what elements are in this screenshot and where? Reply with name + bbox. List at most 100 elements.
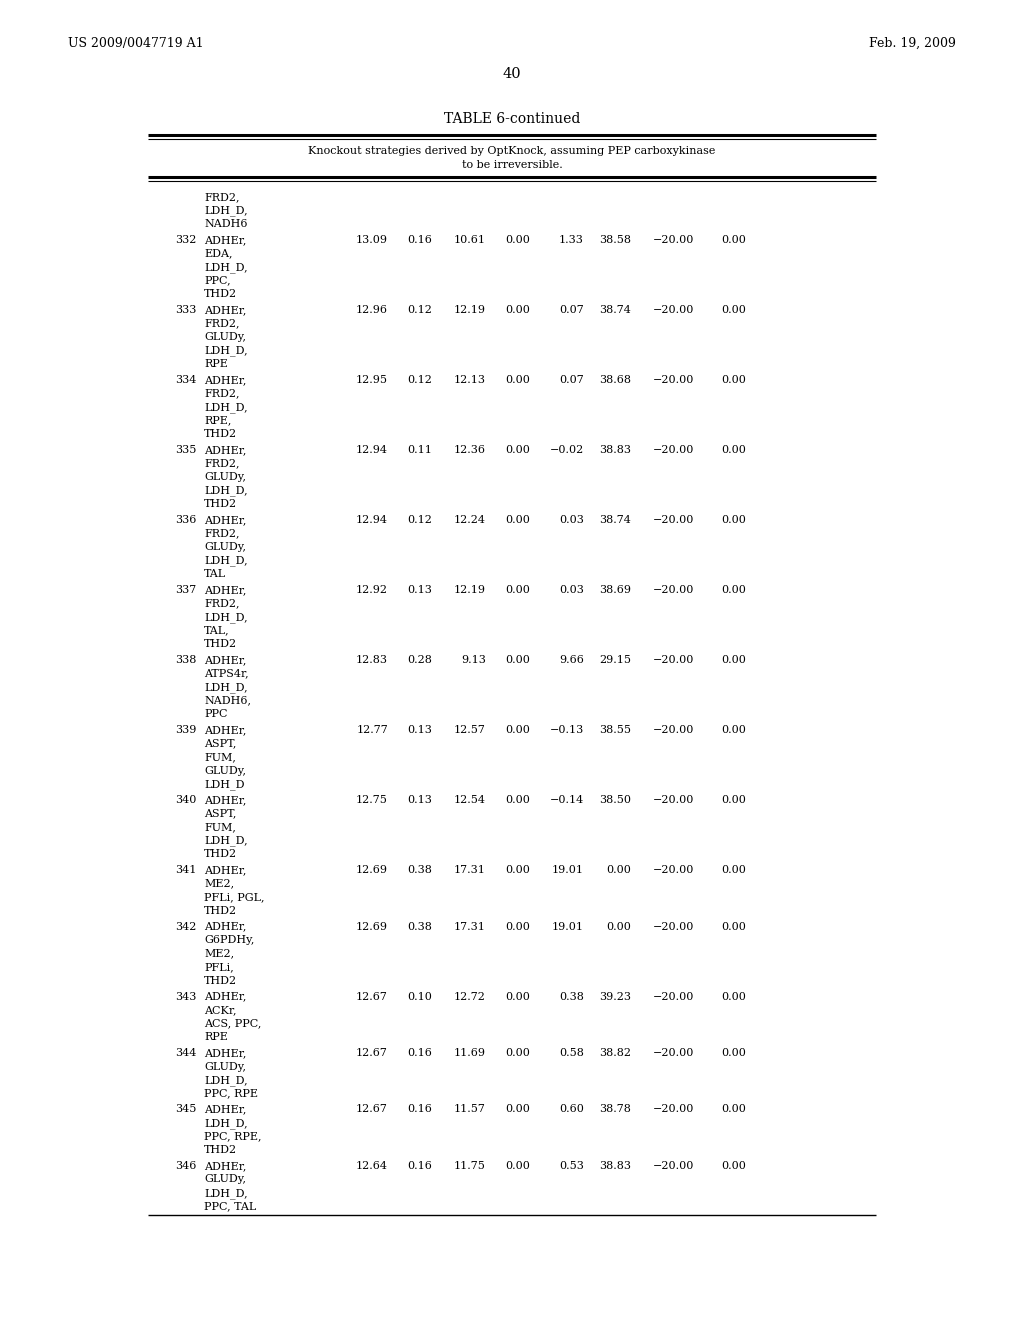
Text: GLUDy,: GLUDy,	[204, 1061, 246, 1072]
Text: 335: 335	[175, 445, 196, 455]
Text: 12.19: 12.19	[454, 305, 486, 315]
Text: Feb. 19, 2009: Feb. 19, 2009	[869, 37, 956, 50]
Text: 29.15: 29.15	[599, 655, 631, 665]
Text: 38.74: 38.74	[599, 305, 631, 315]
Text: LDH_D,: LDH_D,	[204, 836, 248, 846]
Text: 12.36: 12.36	[454, 445, 486, 455]
Text: PFLi, PGL,: PFLi, PGL,	[204, 892, 264, 902]
Text: GLUDy,: GLUDy,	[204, 766, 246, 776]
Text: RPE: RPE	[204, 359, 228, 370]
Text: 0.00: 0.00	[505, 585, 530, 595]
Text: TAL,: TAL,	[204, 626, 229, 635]
Text: PPC: PPC	[204, 709, 227, 719]
Text: THD2: THD2	[204, 1144, 238, 1155]
Text: 333: 333	[175, 305, 196, 315]
Text: 0.00: 0.00	[505, 1162, 530, 1171]
Text: 0.16: 0.16	[408, 1048, 432, 1059]
Text: −20.00: −20.00	[652, 515, 694, 525]
Text: 0.03: 0.03	[559, 585, 584, 595]
Text: 13.09: 13.09	[356, 235, 388, 246]
Text: PPC, RPE,: PPC, RPE,	[204, 1131, 261, 1142]
Text: −20.00: −20.00	[652, 1105, 694, 1114]
Text: FRD2,: FRD2,	[204, 191, 240, 202]
Text: PFLi,: PFLi,	[204, 962, 233, 972]
Text: 10.61: 10.61	[454, 235, 486, 246]
Text: 0.00: 0.00	[721, 445, 746, 455]
Text: 0.00: 0.00	[721, 375, 746, 385]
Text: 0.00: 0.00	[721, 1048, 746, 1059]
Text: THD2: THD2	[204, 849, 238, 859]
Text: 12.19: 12.19	[454, 585, 486, 595]
Text: 12.67: 12.67	[356, 991, 388, 1002]
Text: ADHEr,: ADHEr,	[204, 1105, 247, 1114]
Text: 0.12: 0.12	[408, 305, 432, 315]
Text: 0.00: 0.00	[721, 921, 746, 932]
Text: −20.00: −20.00	[652, 921, 694, 932]
Text: GLUDy,: GLUDy,	[204, 333, 246, 342]
Text: 12.94: 12.94	[356, 515, 388, 525]
Text: TAL: TAL	[204, 569, 226, 579]
Text: 12.92: 12.92	[356, 585, 388, 595]
Text: THD2: THD2	[204, 975, 238, 986]
Text: FUM,: FUM,	[204, 752, 236, 762]
Text: 1.33: 1.33	[559, 235, 584, 246]
Text: 12.69: 12.69	[356, 865, 388, 875]
Text: NADH6,: NADH6,	[204, 696, 251, 705]
Text: 0.00: 0.00	[505, 921, 530, 932]
Text: 0.00: 0.00	[721, 725, 746, 735]
Text: 11.69: 11.69	[454, 1048, 486, 1059]
Text: −20.00: −20.00	[652, 445, 694, 455]
Text: ADHEr,: ADHEr,	[204, 375, 247, 385]
Text: −20.00: −20.00	[652, 1162, 694, 1171]
Text: 337: 337	[175, 585, 196, 595]
Text: 0.00: 0.00	[606, 921, 631, 932]
Text: 0.07: 0.07	[559, 305, 584, 315]
Text: 0.03: 0.03	[559, 515, 584, 525]
Text: ADHEr,: ADHEr,	[204, 865, 247, 875]
Text: ADHEr,: ADHEr,	[204, 305, 247, 315]
Text: 0.00: 0.00	[505, 655, 530, 665]
Text: 0.00: 0.00	[505, 445, 530, 455]
Text: ASPT,: ASPT,	[204, 738, 237, 748]
Text: 0.00: 0.00	[505, 1105, 530, 1114]
Text: 0.13: 0.13	[408, 795, 432, 805]
Text: ADHEr,: ADHEr,	[204, 795, 247, 805]
Text: 38.83: 38.83	[599, 445, 631, 455]
Text: −20.00: −20.00	[652, 375, 694, 385]
Text: THD2: THD2	[204, 289, 238, 300]
Text: FUM,: FUM,	[204, 822, 236, 832]
Text: 38.58: 38.58	[599, 235, 631, 246]
Text: 342: 342	[175, 921, 196, 932]
Text: 12.72: 12.72	[454, 991, 486, 1002]
Text: −20.00: −20.00	[652, 655, 694, 665]
Text: 336: 336	[175, 515, 196, 525]
Text: LDH_D,: LDH_D,	[204, 206, 248, 216]
Text: EDA,: EDA,	[204, 248, 232, 259]
Text: ADHEr,: ADHEr,	[204, 1048, 247, 1059]
Text: 38.74: 38.74	[599, 515, 631, 525]
Text: −0.14: −0.14	[550, 795, 584, 805]
Text: 0.00: 0.00	[721, 655, 746, 665]
Text: Knockout strategies derived by OptKnock, assuming PEP carboxykinase: Knockout strategies derived by OptKnock,…	[308, 147, 716, 156]
Text: 0.12: 0.12	[408, 515, 432, 525]
Text: 38.78: 38.78	[599, 1105, 631, 1114]
Text: ADHEr,: ADHEr,	[204, 1162, 247, 1171]
Text: FRD2,: FRD2,	[204, 318, 240, 329]
Text: 0.53: 0.53	[559, 1162, 584, 1171]
Text: 0.60: 0.60	[559, 1105, 584, 1114]
Text: −20.00: −20.00	[652, 991, 694, 1002]
Text: 9.66: 9.66	[559, 655, 584, 665]
Text: THD2: THD2	[204, 639, 238, 649]
Text: 40: 40	[503, 67, 521, 81]
Text: −20.00: −20.00	[652, 235, 694, 246]
Text: 19.01: 19.01	[552, 865, 584, 875]
Text: 12.24: 12.24	[454, 515, 486, 525]
Text: LDH_D,: LDH_D,	[204, 1074, 248, 1086]
Text: 0.00: 0.00	[505, 795, 530, 805]
Text: 0.00: 0.00	[721, 991, 746, 1002]
Text: 12.69: 12.69	[356, 921, 388, 932]
Text: 11.75: 11.75	[454, 1162, 486, 1171]
Text: 38.50: 38.50	[599, 795, 631, 805]
Text: 12.57: 12.57	[454, 725, 486, 735]
Text: LDH_D,: LDH_D,	[204, 612, 248, 623]
